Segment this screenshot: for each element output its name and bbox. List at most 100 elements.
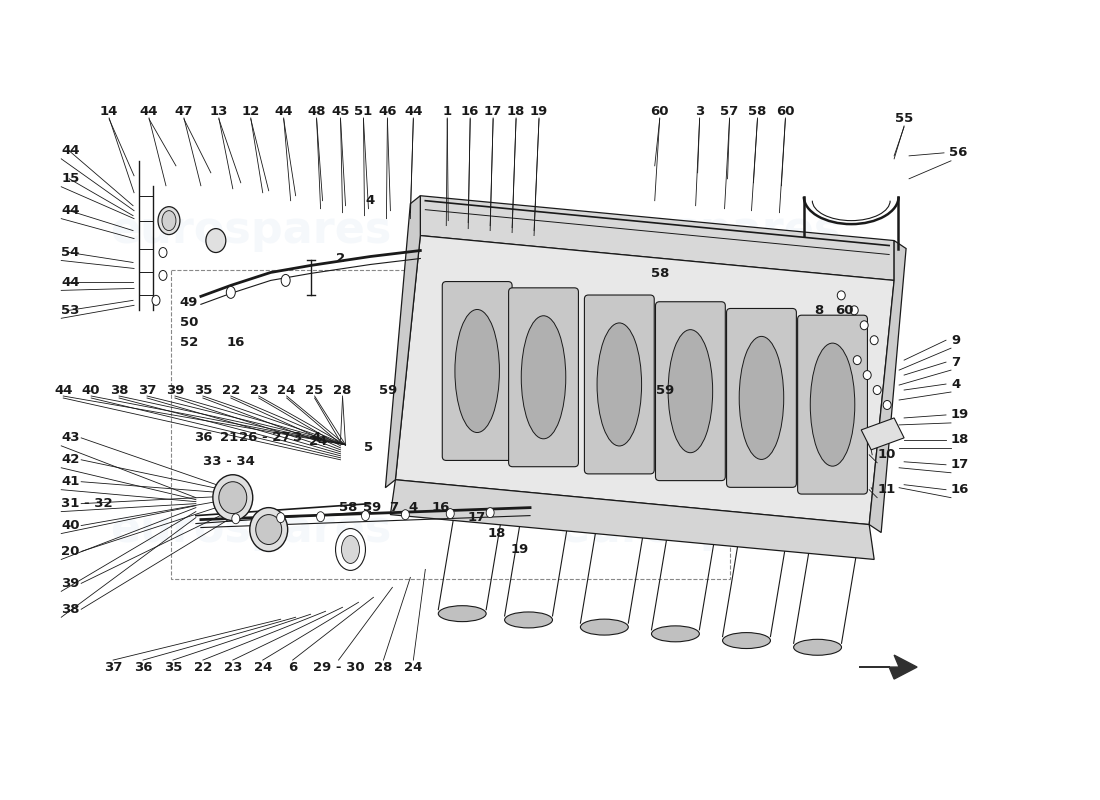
Text: 12: 12: [242, 105, 260, 118]
Ellipse shape: [341, 535, 360, 563]
Text: 19: 19: [952, 409, 969, 422]
Polygon shape: [385, 196, 420, 488]
Text: 35: 35: [164, 661, 183, 674]
Text: 4: 4: [409, 501, 418, 514]
Text: 28: 28: [333, 383, 352, 397]
Text: 44: 44: [62, 276, 79, 289]
Ellipse shape: [883, 401, 891, 410]
FancyBboxPatch shape: [727, 309, 796, 487]
Text: 23: 23: [223, 661, 242, 674]
Ellipse shape: [250, 508, 288, 551]
Text: 14: 14: [100, 105, 119, 118]
Ellipse shape: [455, 310, 499, 433]
Text: 42: 42: [62, 454, 79, 466]
Text: 59: 59: [379, 383, 397, 397]
Text: 4: 4: [311, 431, 320, 444]
Text: 3: 3: [695, 105, 704, 118]
Ellipse shape: [505, 612, 552, 628]
Text: 39: 39: [166, 383, 184, 397]
Text: 26 - 27: 26 - 27: [239, 431, 290, 444]
Text: 29 - 30: 29 - 30: [312, 661, 364, 674]
Text: 60: 60: [777, 105, 794, 118]
Text: 37: 37: [103, 661, 122, 674]
Ellipse shape: [219, 482, 246, 514]
Ellipse shape: [873, 386, 881, 394]
Text: 43: 43: [62, 431, 79, 444]
Text: 17: 17: [952, 458, 969, 471]
Text: 58: 58: [748, 105, 767, 118]
Ellipse shape: [651, 626, 700, 642]
Text: 16: 16: [461, 105, 480, 118]
Text: 24: 24: [404, 661, 422, 674]
FancyBboxPatch shape: [508, 288, 579, 466]
Text: 54: 54: [62, 246, 79, 259]
Ellipse shape: [723, 633, 770, 649]
Text: 58: 58: [650, 267, 669, 280]
Ellipse shape: [255, 514, 282, 545]
Text: 60: 60: [650, 105, 669, 118]
Ellipse shape: [581, 619, 628, 635]
Text: 60: 60: [835, 304, 854, 317]
Ellipse shape: [158, 206, 180, 234]
Text: 59: 59: [656, 383, 674, 397]
Text: 41: 41: [62, 475, 79, 488]
Text: 20: 20: [62, 545, 79, 558]
Text: 25: 25: [306, 383, 323, 397]
Ellipse shape: [232, 514, 240, 524]
Text: 6: 6: [288, 661, 297, 674]
FancyBboxPatch shape: [798, 315, 868, 494]
Text: 44: 44: [404, 105, 422, 118]
Polygon shape: [395, 235, 894, 525]
Ellipse shape: [160, 247, 167, 258]
FancyBboxPatch shape: [584, 295, 654, 474]
Ellipse shape: [870, 336, 878, 345]
Text: 18: 18: [952, 434, 969, 446]
Text: 51: 51: [354, 105, 373, 118]
Polygon shape: [861, 418, 904, 450]
Text: 44: 44: [62, 204, 79, 217]
Text: 58: 58: [339, 501, 358, 514]
Text: 57: 57: [720, 105, 739, 118]
Text: 37: 37: [138, 383, 156, 397]
Text: 44: 44: [62, 144, 79, 158]
Polygon shape: [420, 196, 894, 281]
Ellipse shape: [739, 336, 783, 459]
Ellipse shape: [837, 291, 845, 300]
Ellipse shape: [162, 210, 176, 230]
Text: 22: 22: [222, 383, 240, 397]
Text: 35: 35: [194, 383, 212, 397]
Ellipse shape: [447, 509, 454, 518]
Text: 24: 24: [253, 661, 272, 674]
Text: 46: 46: [378, 105, 397, 118]
Text: 38: 38: [62, 602, 79, 616]
Text: eurospares: eurospares: [110, 508, 392, 551]
Text: 36: 36: [194, 431, 212, 444]
Text: 53: 53: [62, 304, 79, 317]
Ellipse shape: [362, 510, 370, 521]
Text: 39: 39: [62, 577, 79, 590]
Text: 3: 3: [292, 431, 301, 444]
Ellipse shape: [438, 606, 486, 622]
Text: 18: 18: [507, 105, 526, 118]
Text: 24: 24: [277, 383, 296, 397]
Text: 55: 55: [895, 113, 913, 126]
Text: 2: 2: [336, 252, 345, 265]
Text: 36: 36: [134, 661, 152, 674]
Ellipse shape: [854, 356, 861, 365]
Ellipse shape: [793, 639, 842, 655]
Text: 18: 18: [488, 527, 506, 540]
Text: 10: 10: [877, 448, 895, 462]
Text: 31 - 32: 31 - 32: [62, 497, 113, 510]
Text: 19: 19: [512, 543, 529, 556]
Ellipse shape: [160, 270, 167, 281]
Text: 4: 4: [366, 194, 375, 207]
Text: 7: 7: [388, 501, 398, 514]
Text: 52: 52: [179, 336, 198, 349]
Text: 50: 50: [179, 316, 198, 329]
Text: 28: 28: [374, 661, 393, 674]
Polygon shape: [859, 655, 917, 679]
Ellipse shape: [152, 295, 160, 306]
Text: 45: 45: [331, 105, 350, 118]
Text: 15: 15: [62, 172, 79, 186]
Polygon shape: [869, 241, 906, 533]
